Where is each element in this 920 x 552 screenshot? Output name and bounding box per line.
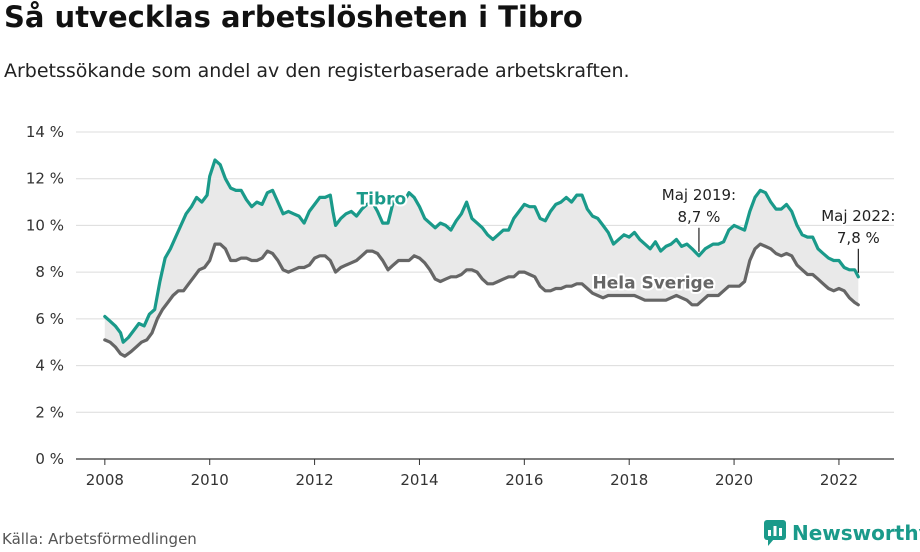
source-note: Källa: Arbetsförmedlingen — [2, 530, 197, 548]
series-label-tibro: Tibro — [357, 189, 407, 209]
annotation-label: Maj 2019: — [662, 186, 736, 204]
chart-title: Så utvecklas arbetslösheten i Tibro — [4, 0, 583, 34]
area-between-series — [104, 160, 859, 357]
x-tick-label: 2016 — [505, 471, 543, 489]
x-tick-label: 2020 — [715, 471, 753, 489]
x-tick-label: 2018 — [610, 471, 648, 489]
series-line-tibro — [103, 158, 860, 344]
x-tick-label: 2022 — [820, 471, 858, 489]
y-tick-label: 10 % — [26, 216, 64, 234]
y-tick-label: 4 % — [35, 357, 64, 375]
y-tick-label: 14 % — [26, 123, 64, 141]
x-tick-label: 2012 — [295, 471, 333, 489]
chart-subtitle: Arbetssökande som andel av den registerb… — [4, 60, 630, 82]
brand-name: Newsworthy — [792, 521, 920, 545]
chart-bubble-icon — [764, 520, 786, 546]
y-tick-label: 2 % — [35, 403, 64, 421]
x-tick-label: 2010 — [191, 471, 229, 489]
annotation-value: 8,7 % — [677, 208, 720, 226]
y-tick-label: 6 % — [35, 310, 64, 328]
x-tick-label: 2008 — [86, 471, 124, 489]
annotation-label: Maj 2022: — [821, 207, 895, 225]
y-tick-label: 12 % — [26, 170, 64, 188]
series-line-hela-sverige — [103, 242, 860, 358]
x-tick-label: 2014 — [400, 471, 438, 489]
newsworthy-logo: Newsworthy — [764, 520, 920, 546]
series-label-hela-sverige: Hela Sverige — [592, 273, 714, 293]
y-tick-label: 8 % — [35, 263, 64, 281]
annotation-value: 7,8 % — [837, 229, 880, 247]
y-tick-label: 0 % — [35, 450, 64, 468]
